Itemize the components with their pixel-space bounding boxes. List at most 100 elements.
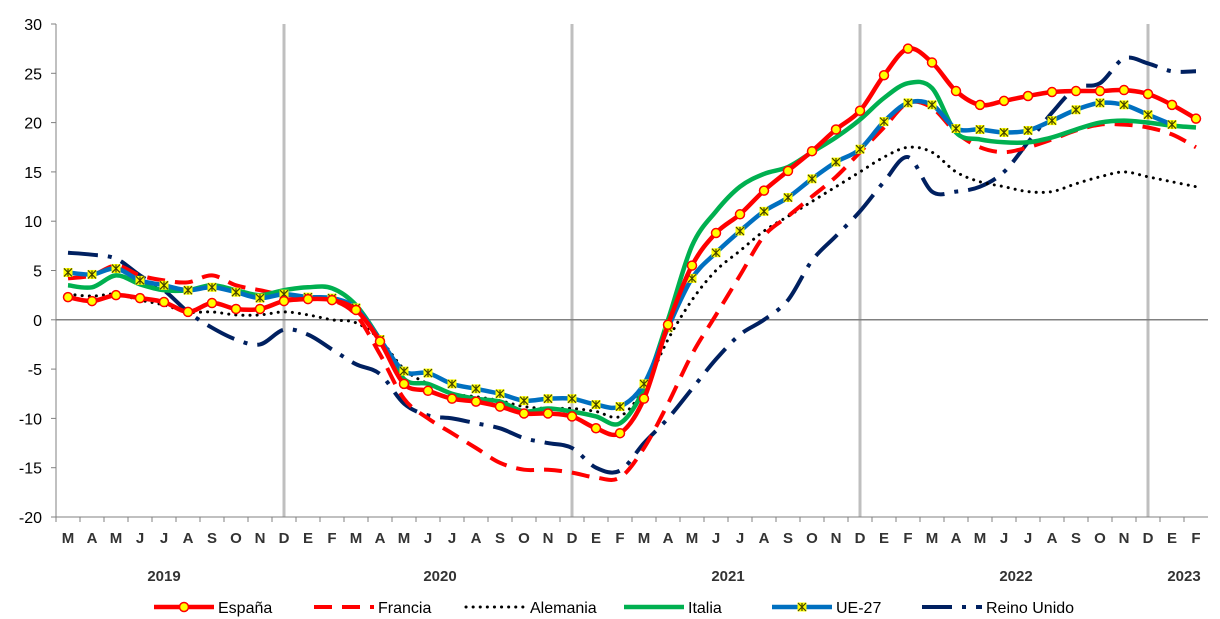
legend-label-reino-unido: Reino Unido — [986, 600, 1074, 617]
data-point-mark — [447, 379, 457, 389]
x-tick-label: A — [375, 530, 386, 547]
y-tick-label: -10 — [19, 411, 42, 428]
data-point — [1166, 99, 1178, 111]
series-line-francia — [67, 99, 1197, 482]
data-point — [807, 174, 817, 184]
data-point — [1071, 105, 1081, 115]
data-point-mark — [255, 293, 265, 303]
data-point-mark — [87, 270, 97, 279]
data-point — [950, 85, 962, 97]
data-point — [830, 124, 842, 135]
data-point-mark — [423, 368, 433, 378]
legend-item-italia: Italia — [624, 600, 722, 617]
data-point-mark — [135, 275, 145, 285]
legend-label-espa-a: España — [218, 600, 272, 617]
data-point — [926, 57, 938, 68]
data-point — [854, 105, 866, 117]
data-point — [1022, 90, 1034, 102]
data-point-mark — [783, 193, 793, 202]
y-tick-label: 30 — [24, 17, 42, 34]
data-point — [350, 304, 362, 316]
legend-item-alemania: Alemania — [464, 600, 597, 617]
x-tick-label: A — [951, 530, 962, 547]
y-tick-label: 0 — [33, 313, 42, 330]
data-point-mark — [831, 157, 841, 167]
data-point — [134, 292, 146, 304]
data-point — [758, 185, 770, 196]
year-label: 2022 — [999, 568, 1032, 585]
data-point — [783, 193, 793, 203]
data-point — [591, 400, 601, 410]
data-point — [182, 306, 194, 318]
x-tick-label: N — [543, 530, 554, 547]
x-tick-label: J — [1024, 530, 1032, 547]
data-point — [231, 287, 241, 297]
year-label: 2021 — [711, 568, 744, 585]
legend-label-ue-27: UE-27 — [836, 600, 881, 617]
x-tick-label: M — [926, 530, 939, 547]
y-tick-label: 5 — [33, 264, 42, 281]
x-tick-label: D — [279, 530, 290, 547]
data-point — [998, 95, 1010, 107]
data-point — [399, 366, 409, 376]
data-point — [159, 280, 169, 290]
data-point — [519, 396, 529, 406]
data-point — [110, 289, 122, 301]
series-alemania — [66, 145, 1198, 419]
x-tick-label: O — [518, 530, 530, 547]
data-point — [878, 70, 890, 81]
x-tick-label: E — [303, 530, 313, 547]
series-line-espa-a — [67, 46, 1198, 438]
data-point — [855, 144, 865, 154]
x-tick-label: M — [638, 530, 651, 547]
data-point — [1046, 86, 1058, 98]
legend-label-alemania: Alemania — [530, 600, 597, 617]
data-point-mark — [207, 282, 217, 292]
data-point-mark — [159, 280, 169, 290]
data-point-mark — [759, 206, 769, 216]
x-tick-label: J — [712, 530, 720, 547]
data-point-mark — [591, 400, 601, 410]
data-point — [135, 275, 145, 285]
x-tick-label: M — [974, 530, 987, 547]
series-francia — [67, 99, 1197, 482]
x-tick-label: M — [110, 530, 123, 547]
data-point — [638, 393, 650, 404]
legend-item-ue-27: UE-27 — [772, 600, 881, 617]
x-tick-label: S — [207, 530, 217, 547]
data-point-mark — [735, 226, 745, 236]
data-point — [806, 145, 818, 157]
x-tick-label: M — [62, 530, 75, 547]
data-point-mark — [1023, 126, 1033, 135]
data-point — [87, 269, 97, 279]
data-point — [1143, 110, 1153, 120]
legend-item-francia: Francia — [314, 600, 431, 617]
data-point — [278, 295, 290, 307]
x-tick-label: A — [759, 530, 770, 547]
data-point — [422, 385, 434, 397]
data-point-mark — [879, 117, 889, 127]
series-line-alemania — [66, 145, 1198, 419]
x-tick-label: S — [495, 530, 505, 547]
data-point-mark — [183, 285, 193, 295]
data-point-mark — [63, 268, 73, 277]
y-tick-label: -5 — [28, 362, 42, 379]
data-point — [230, 303, 242, 315]
x-tick-label: S — [783, 530, 793, 547]
y-tick-label: -15 — [19, 461, 42, 478]
data-point-mark — [111, 264, 121, 273]
data-point-mark — [1071, 105, 1081, 115]
data-point — [63, 267, 73, 277]
x-tick-label: O — [806, 530, 818, 547]
data-point — [86, 295, 98, 307]
data-point — [590, 423, 602, 434]
data-point-mark — [519, 396, 529, 406]
x-tick-label: J — [1000, 530, 1008, 547]
data-point — [831, 157, 841, 167]
data-point — [662, 319, 674, 330]
data-point-mark — [615, 402, 625, 411]
data-point — [879, 117, 889, 127]
data-point — [566, 411, 578, 422]
series-line-reino-unido — [67, 55, 1197, 475]
